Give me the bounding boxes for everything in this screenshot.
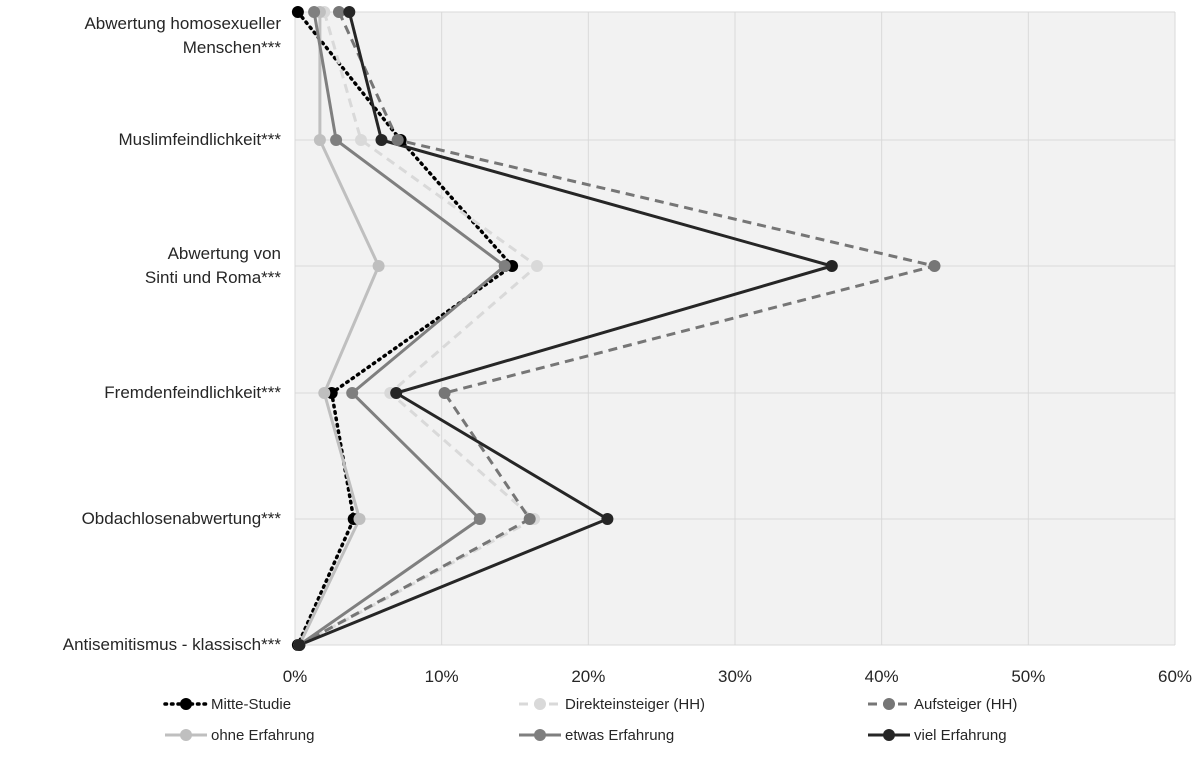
legend-item: ohne Erfahrung [163, 723, 314, 747]
legend-label: ohne Erfahrung [211, 726, 315, 744]
y-category-label-line: Antisemitismus - klassisch*** [62, 635, 281, 654]
legend-swatch-marker [883, 698, 895, 710]
x-tick-label: 60% [1158, 667, 1192, 686]
series-point [313, 134, 326, 146]
series-point [330, 134, 343, 146]
legend-swatch [519, 729, 561, 741]
y-category-label-line: Abwertung homosexueller [84, 14, 281, 33]
legend-swatch-marker [534, 729, 546, 741]
series-point [601, 513, 614, 525]
series-line-5 [297, 10, 834, 647]
legend-item: Mitte-Studie [163, 692, 291, 716]
legend-item: Direkteinsteiger (HH) [517, 692, 705, 716]
y-category-label: Abwertung von Sinti und Roma*** [145, 242, 281, 290]
legend-swatch-marker [180, 698, 192, 710]
legend-label: Aufsteiger (HH) [914, 695, 1018, 713]
series-line-1 [298, 11, 539, 647]
series-line-4 [297, 10, 507, 647]
vertical-gridlines [294, 12, 1176, 645]
series-lines [296, 10, 936, 647]
series-point [375, 134, 388, 146]
series-point [372, 260, 385, 272]
legend-swatch [165, 729, 207, 741]
series-point [523, 513, 536, 525]
series-point [438, 387, 451, 399]
legend-item: Aufsteiger (HH) [866, 692, 1017, 716]
x-tick-label: 20% [571, 667, 605, 686]
series-point [531, 260, 543, 272]
series-point [343, 6, 356, 18]
series-point [291, 6, 304, 18]
series-point [928, 260, 941, 272]
y-category-label-line: Menschen*** [182, 38, 281, 57]
series-line-3 [297, 10, 381, 647]
legend-item: viel Erfahrung [866, 723, 1007, 747]
series-point [293, 639, 306, 651]
series-points [291, 6, 941, 651]
legend-label: etwas Erfahrung [565, 726, 675, 744]
series-point [353, 513, 366, 525]
legend-swatch [868, 698, 910, 710]
x-axis-tick-labels: 0% 10% 20% 30% 40% 50% 60% [283, 667, 1192, 686]
legend-label: Direkteinsteiger (HH) [565, 695, 706, 713]
legend-swatch-marker [883, 729, 895, 741]
series-point [473, 513, 486, 525]
series-point [333, 6, 345, 18]
y-category-label: Abwertung homosexueller Menschen*** [84, 12, 281, 60]
legend-swatch-marker [534, 698, 546, 710]
x-tick-label: 50% [1011, 667, 1045, 686]
y-category-label: Obdachlosenabwertung*** [82, 507, 281, 531]
series-point [318, 387, 331, 399]
y-category-label: Fremdenfeindlichkeit*** [104, 381, 281, 405]
legend-label: Mitte-Studie [211, 695, 292, 713]
series-line-2 [298, 11, 936, 647]
series-point [825, 260, 838, 272]
legend-swatch [163, 698, 209, 710]
y-category-label-line: Obdachlosenabwertung*** [81, 509, 281, 528]
legend-item: etwas Erfahrung [517, 723, 674, 747]
series-point [355, 134, 367, 146]
y-category-label-line: Muslimfeindlichkeit*** [118, 130, 281, 149]
series-point [346, 387, 359, 399]
series-point [498, 260, 511, 272]
y-category-label: Muslimfeindlichkeit*** [118, 128, 281, 152]
series-point [390, 387, 403, 399]
legend-swatch [519, 698, 561, 710]
legend-swatch-marker [180, 729, 192, 741]
y-category-label-line: Abwertung von [167, 244, 281, 263]
x-tick-label: 0% [283, 667, 308, 686]
y-category-label-line: Fremdenfeindlichkeit*** [104, 383, 281, 402]
y-category-label: Antisemitismus - klassisch*** [63, 633, 281, 657]
x-tick-label: 40% [865, 667, 899, 686]
series-point [391, 134, 404, 146]
series-point [308, 6, 321, 18]
x-tick-label: 10% [425, 667, 459, 686]
legend-label: viel Erfahrung [914, 726, 1007, 744]
legend-swatch [868, 729, 910, 741]
x-tick-label: 30% [718, 667, 752, 686]
y-category-label-line: Sinti und Roma*** [144, 268, 281, 287]
series-line-0 [296, 10, 514, 647]
